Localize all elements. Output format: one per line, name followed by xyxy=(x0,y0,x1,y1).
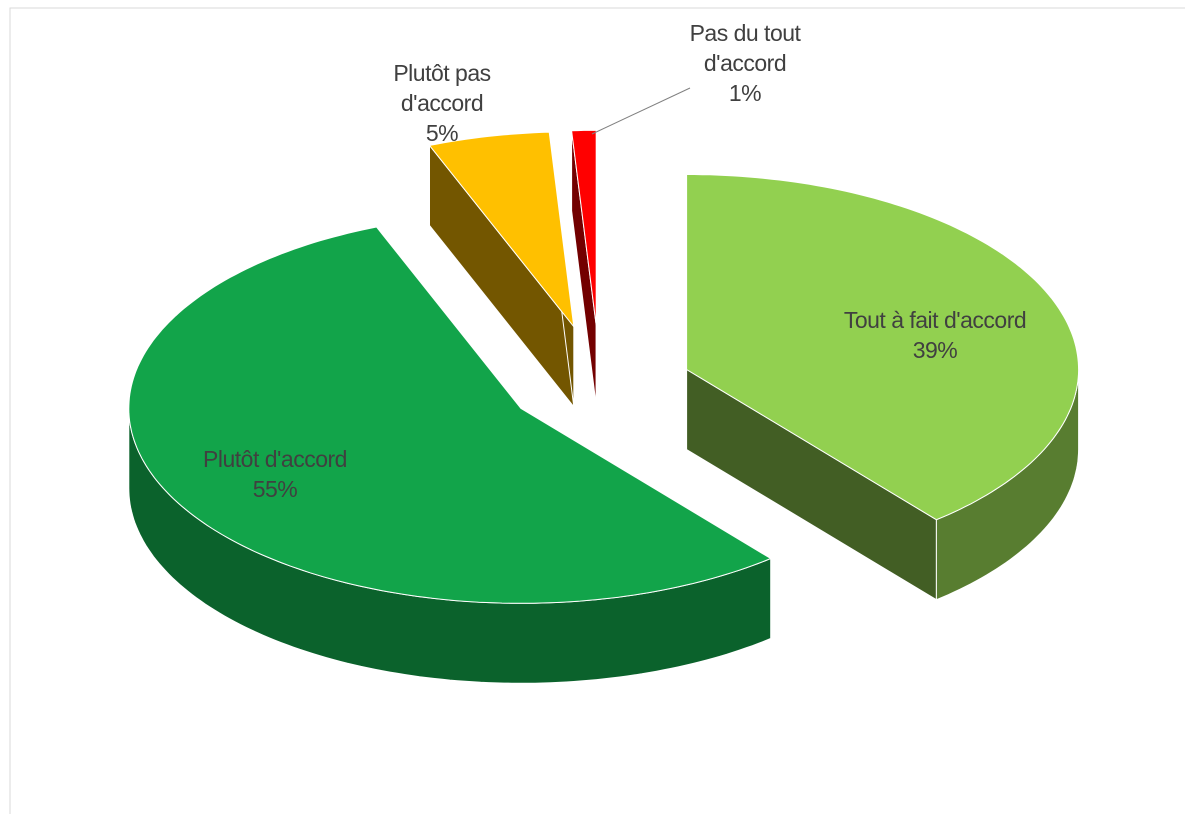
data-label: Tout à fait d'accord 39% xyxy=(805,305,1065,365)
pie-slice xyxy=(686,174,1080,601)
pie-slice xyxy=(571,129,597,406)
category-label: Tout à fait d'accord xyxy=(843,307,1027,333)
value-label: 55% xyxy=(252,476,298,502)
chart-frame xyxy=(9,7,1185,814)
pie-slice xyxy=(428,131,575,409)
pie-slice xyxy=(128,225,772,684)
category-label: Pas du tout d'accord xyxy=(689,20,801,76)
data-label: Plutôt d'accord 55% xyxy=(155,444,395,504)
slice-top xyxy=(128,226,772,604)
slice-top xyxy=(428,131,575,329)
slice-top xyxy=(571,129,597,326)
category-label: Plutôt pas d'accord xyxy=(393,60,491,116)
value-label: 5% xyxy=(425,120,459,146)
value-label: 1% xyxy=(728,80,762,106)
value-label: 39% xyxy=(912,337,958,363)
slice-top xyxy=(686,174,1080,521)
leader-line xyxy=(591,87,691,135)
data-label: Plutôt pas d'accord 5% xyxy=(367,58,517,148)
data-label: Pas du tout d'accord 1% xyxy=(665,18,825,108)
category-label: Plutôt d'accord xyxy=(203,446,347,472)
